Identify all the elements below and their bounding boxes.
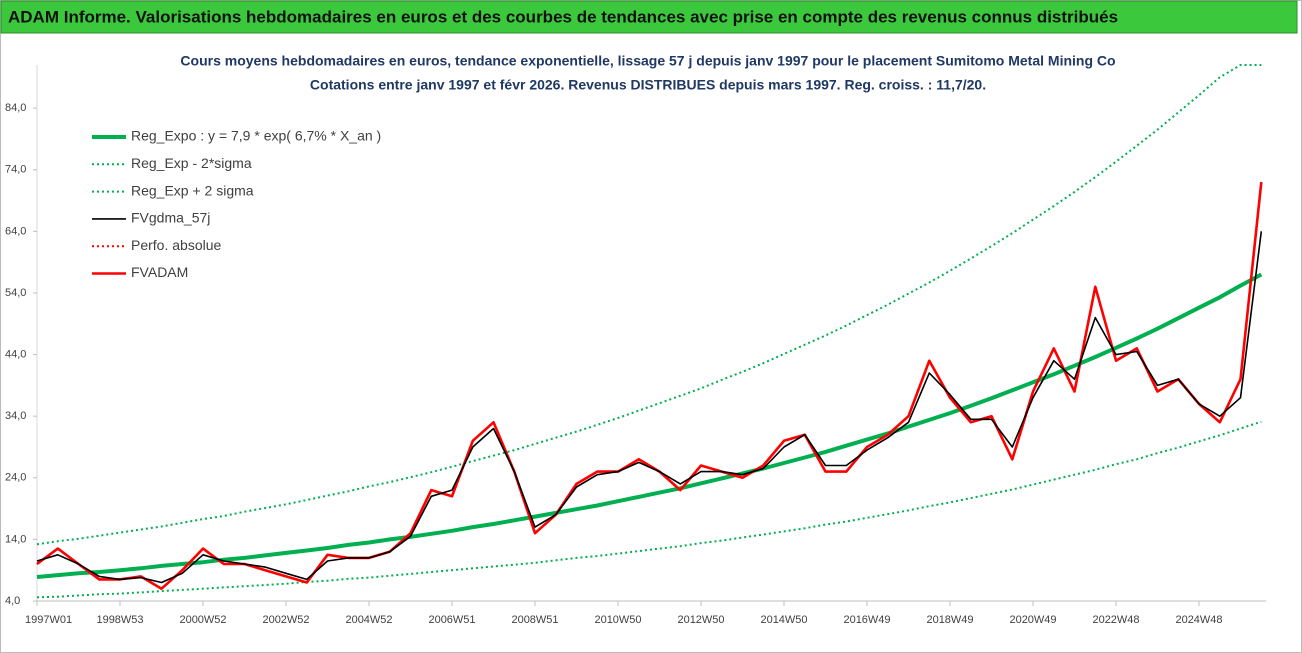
chart-title: ADAM Informe. Valorisations hebdomadaire… (8, 7, 1118, 26)
x-tick-label: 2020W49 (1009, 614, 1056, 626)
legend-label: Reg_Exp + 2 sigma (131, 182, 254, 198)
legend-label: Reg_Exp - 2*sigma (131, 155, 252, 171)
y-tick-label: 84,0 (5, 102, 26, 114)
series-line (36, 231, 1263, 584)
x-tick-label: 2012W50 (677, 614, 724, 626)
x-tick-label: 2002W52 (262, 614, 309, 626)
x-tick-label: 2024W48 (1175, 614, 1222, 626)
y-tick-label: 54,0 (5, 287, 26, 299)
x-tick-label: 2000W52 (179, 614, 226, 626)
y-tick-label: 74,0 (5, 164, 26, 176)
y-tick-label: 34,0 (5, 410, 26, 422)
legend-label: FVADAM (131, 264, 188, 280)
y-tick-label: 14,0 (5, 533, 26, 545)
y-tick-label: 24,0 (5, 472, 26, 484)
legend-label: Perfo. absolue (131, 237, 221, 253)
x-tick-label: 1997W01 (25, 614, 72, 626)
series-line (36, 272, 1263, 579)
y-tick-label: 64,0 (5, 225, 26, 237)
chart-subtitle: Cotations entre janv 1997 et févr 2026. … (310, 77, 986, 93)
x-tick-label: 2014W50 (760, 614, 807, 626)
legend-label: Reg_Expo : y = 7,9 * exp( 6,7% * X_an ) (131, 128, 381, 144)
x-tick-label: 2010W50 (594, 614, 641, 626)
y-tick-label: 44,0 (5, 348, 26, 360)
x-tick-label: 2022W48 (1092, 614, 1139, 626)
series-line (36, 181, 1263, 590)
legend-label: FVgdma_57j (131, 210, 210, 226)
x-tick-label: 2018W49 (926, 614, 973, 626)
x-tick-label: 2006W51 (428, 614, 475, 626)
x-tick-label: 2008W51 (511, 614, 558, 626)
x-tick-label: 2004W52 (345, 614, 392, 626)
series-line (36, 64, 1262, 546)
x-tick-label: 1998W53 (96, 614, 143, 626)
banner (0, 0, 1298, 34)
x-tick-label: 2016W49 (843, 614, 890, 626)
chart-subtitle: Cours moyens hebdomadaires en euros, ten… (180, 53, 1115, 69)
y-tick-label: 4,0 (5, 595, 20, 607)
